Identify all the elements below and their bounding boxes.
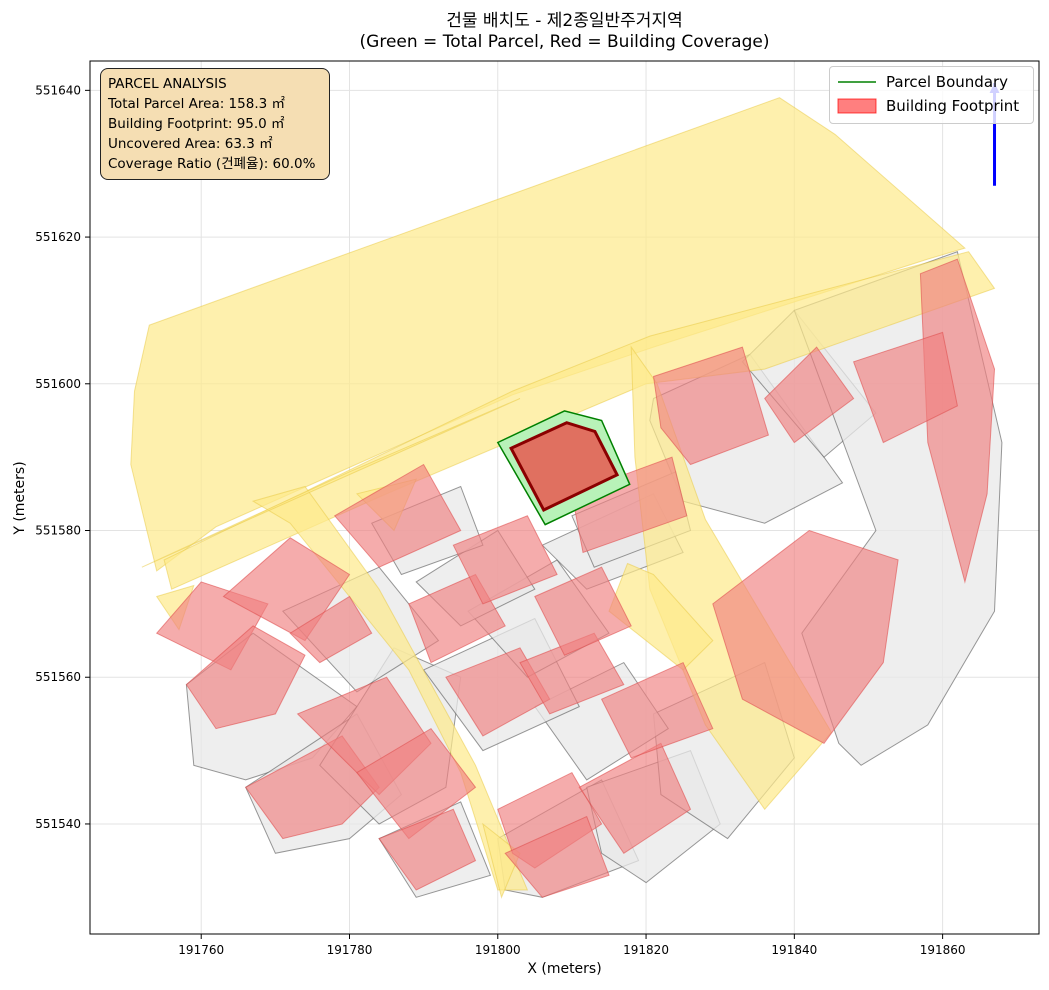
surrounding-building bbox=[504, 815, 610, 898]
y-tick-label: 551540 bbox=[35, 817, 81, 831]
surrounding-building bbox=[712, 529, 899, 744]
surrounding-building bbox=[185, 625, 306, 730]
surrounding-building bbox=[452, 515, 558, 605]
y-tick-label: 551560 bbox=[35, 670, 81, 684]
surrounding-building bbox=[333, 463, 462, 568]
x-tick-label: 191780 bbox=[327, 943, 373, 957]
surrounding-building bbox=[852, 331, 958, 444]
legend: Parcel Boundary Building Footprint bbox=[829, 66, 1034, 124]
x-axis-ticks: 191760 191780 191800 191820 191840 191860 bbox=[178, 934, 966, 957]
legend-line-swatch bbox=[838, 81, 876, 83]
surrounding-building bbox=[534, 566, 632, 656]
surrounding-building bbox=[600, 661, 714, 759]
road bbox=[141, 398, 521, 568]
y-tick-label: 551620 bbox=[35, 230, 81, 244]
y-axis-label: Y (meters) bbox=[12, 461, 28, 535]
target-parcel-group bbox=[496, 410, 631, 526]
x-tick-label: 191860 bbox=[920, 943, 966, 957]
target-building bbox=[509, 421, 620, 512]
x-tick-label: 191820 bbox=[623, 943, 669, 957]
surrounding-buildings bbox=[155, 258, 996, 898]
y-tick-label: 551600 bbox=[35, 377, 81, 391]
roads bbox=[130, 97, 996, 899]
x-tick-label: 191760 bbox=[178, 943, 224, 957]
y-axis-ticks: 551540 551560 551580 551600 551620 551640 bbox=[35, 83, 90, 831]
surrounding-building bbox=[378, 808, 477, 891]
parcel-analysis-box: PARCEL ANALYSIS Total Parcel Area: 158.3… bbox=[100, 68, 330, 180]
surrounding-building bbox=[652, 346, 770, 466]
info-line-uncovered: Uncovered Area: 63.3 ㎡ bbox=[108, 136, 273, 152]
info-line-heading: PARCEL ANALYSIS bbox=[108, 76, 227, 92]
chart-subtitle: (Green = Total Parcel, Red = Building Co… bbox=[359, 32, 770, 52]
plot-frame bbox=[89, 60, 1040, 935]
road bbox=[482, 822, 521, 899]
y-tick-label: 551640 bbox=[35, 83, 81, 97]
chart-title: 건물 배치도 - 제2종일반주거지역 bbox=[446, 11, 683, 31]
x-tick-label: 191840 bbox=[771, 943, 817, 957]
surrounding-building bbox=[571, 456, 688, 554]
y-tick-label: 551580 bbox=[35, 524, 81, 538]
info-line-total-area: Total Parcel Area: 158.3 ㎡ bbox=[108, 96, 285, 112]
legend-label: Parcel Boundary bbox=[886, 73, 1009, 91]
legend-patch-swatch bbox=[837, 98, 877, 114]
surrounding-building bbox=[222, 537, 351, 642]
legend-label: Building Footprint bbox=[886, 97, 1020, 115]
x-axis-label: X (meters) bbox=[527, 961, 602, 977]
surrounding-building bbox=[764, 346, 855, 444]
surrounding-building bbox=[289, 595, 373, 664]
surrounding-building bbox=[578, 742, 692, 854]
x-tick-label: 191800 bbox=[475, 943, 521, 957]
surrounding-building bbox=[356, 727, 477, 840]
info-line-footprint: Building Footprint: 95.0 ㎡ bbox=[108, 116, 285, 132]
info-line-coverage: Coverage Ratio (건폐율): 60.0% bbox=[108, 156, 316, 172]
road bbox=[130, 97, 966, 572]
